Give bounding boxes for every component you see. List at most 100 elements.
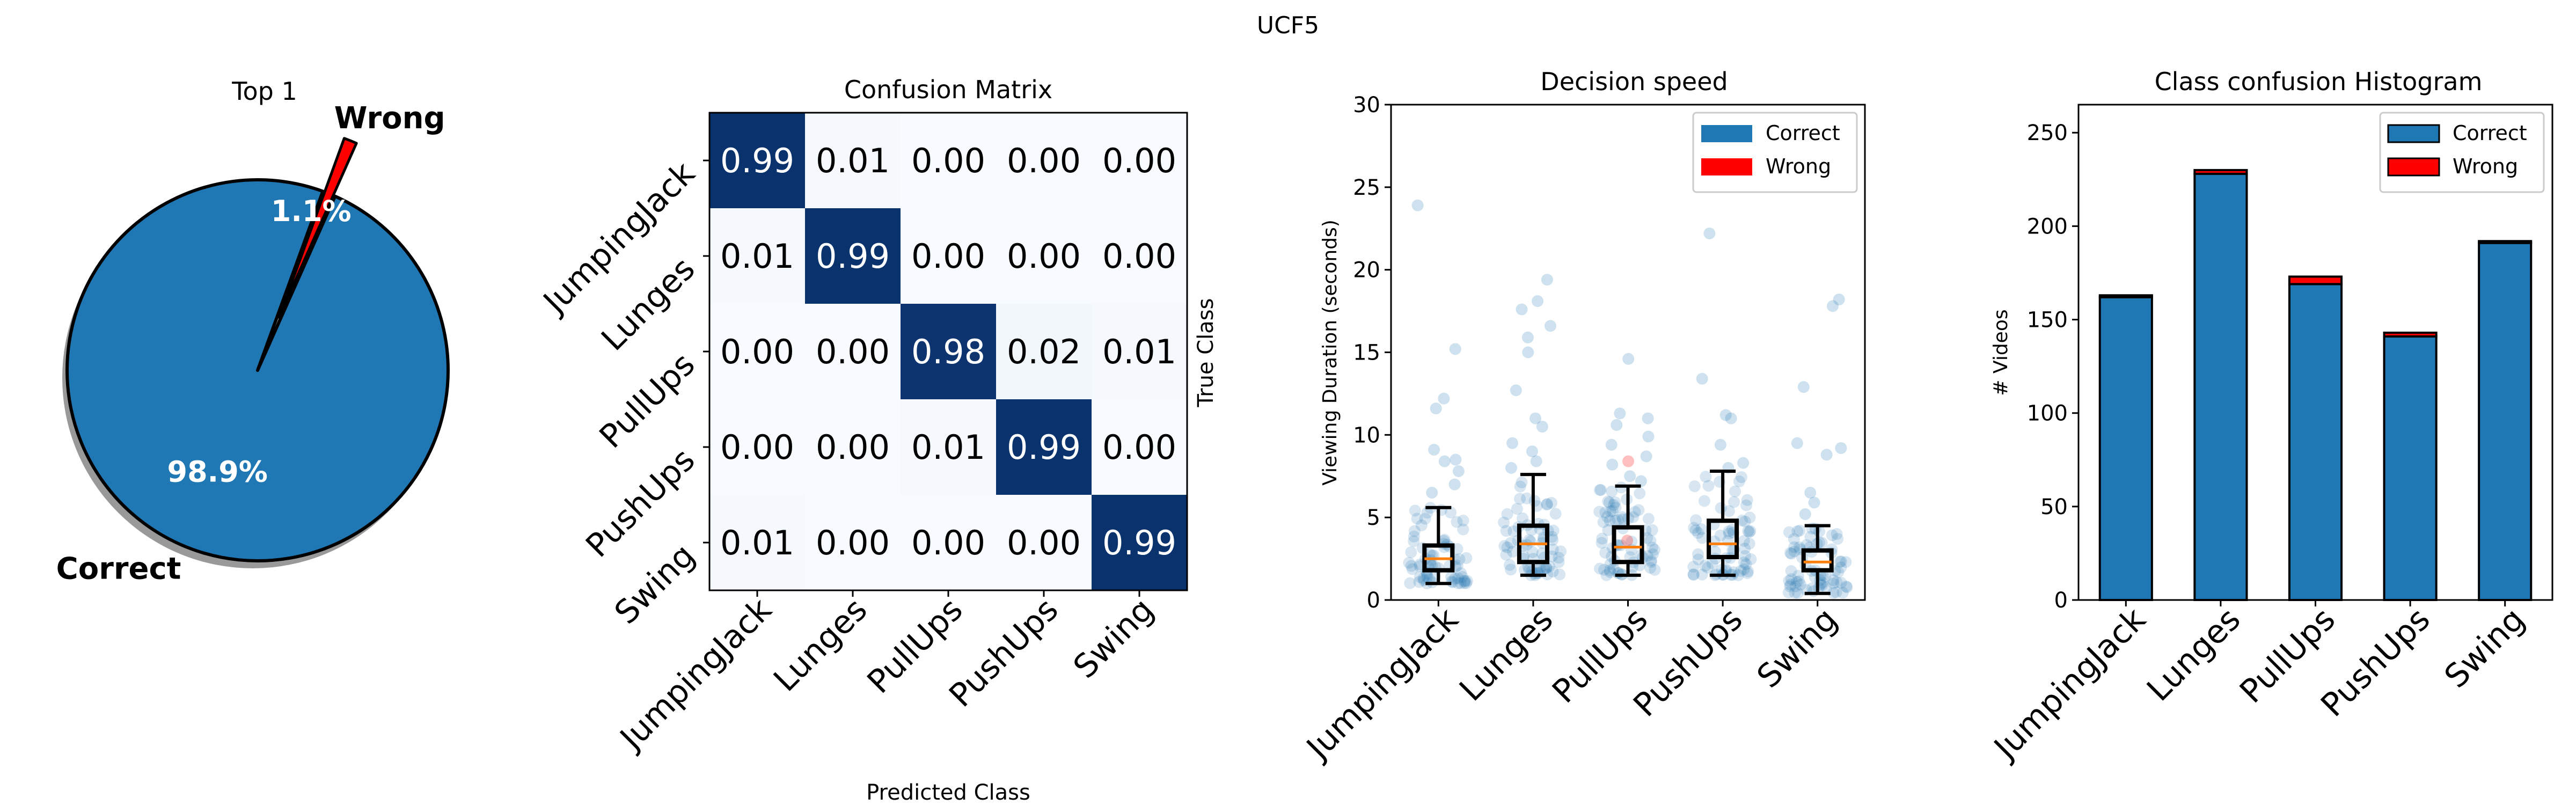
ds-point [1505, 537, 1517, 549]
cm-cell [805, 399, 901, 495]
hist-ytick-label: 150 [2027, 308, 2068, 333]
ds-point [1408, 530, 1420, 543]
ds-outlier-point [1544, 320, 1556, 332]
cm-cell-label: 0.00 [911, 141, 985, 180]
ds-point [1498, 540, 1511, 552]
hist-bar-wrong [2478, 240, 2533, 244]
ds-point [1785, 547, 1798, 560]
cm-cell [901, 399, 996, 495]
ds-point [1408, 535, 1420, 547]
ds-point [1540, 562, 1553, 574]
ds-point [1701, 561, 1714, 574]
ds-outlier-point [1506, 437, 1519, 449]
hist-ytick-label: 50 [2040, 495, 2068, 519]
cm-cell-label: 0.00 [720, 332, 794, 371]
ds-legend-correct-swatch [1701, 125, 1752, 142]
ds-outlier-point [1529, 412, 1542, 425]
ds-point [1404, 577, 1416, 589]
ds-point [1602, 495, 1614, 508]
ds-point [1457, 570, 1469, 583]
cm-cell [805, 208, 901, 304]
ds-point [1594, 484, 1607, 496]
ds-point [1538, 562, 1550, 575]
ds-outlier-point [1640, 450, 1652, 463]
ds-point [1741, 494, 1753, 506]
cm-cell-label: 0.00 [816, 428, 890, 467]
ds-point [1409, 504, 1421, 517]
ds-point [1728, 496, 1740, 508]
ds-outlier-point [1725, 412, 1737, 425]
ds-point [1709, 546, 1721, 558]
ds-outlier-point [1448, 478, 1461, 491]
ds-outlier-point [1614, 407, 1626, 420]
ds-point [1836, 587, 1849, 599]
ds-point [1516, 476, 1528, 488]
ds-point [1459, 575, 1471, 587]
cm-cell [1092, 208, 1187, 304]
ds-point [1641, 532, 1653, 544]
ds-point [1735, 565, 1747, 577]
ds-point [1514, 493, 1526, 505]
ds-point [1458, 575, 1470, 587]
ds-point [1609, 515, 1621, 527]
ds-point [1454, 577, 1467, 589]
ds-point [1597, 516, 1609, 528]
cm-cell [805, 495, 901, 590]
ds-point [1646, 524, 1658, 536]
cm-cell [1092, 495, 1187, 590]
ds-point [1687, 569, 1700, 581]
ds-outlier-point [1411, 199, 1424, 211]
cm-cell-label: 0.00 [720, 428, 794, 467]
hist-legend-wrong-swatch [2387, 157, 2440, 177]
hist-bar-wrong [2193, 169, 2248, 175]
ds-point [1783, 575, 1795, 587]
ds-point [1602, 524, 1614, 536]
ds-point [1729, 485, 1741, 497]
ds-point [1743, 526, 1755, 538]
cm-cell-label: 0.00 [1102, 141, 1176, 180]
cm-cell [996, 208, 1092, 304]
hist-legend-correct-label: Correct [2453, 121, 2527, 145]
ds-point [1612, 514, 1624, 526]
ds-point [1738, 556, 1750, 568]
ds-outlier-point [1430, 402, 1442, 415]
cm-ylabel: True Class [1194, 298, 1218, 408]
ds-wrong-point [1621, 535, 1634, 547]
ds-outlier-point [1797, 381, 1810, 393]
ds-point [1840, 580, 1853, 592]
ds-point [1593, 506, 1606, 518]
hist-legend-wrong-label: Wrong [2453, 155, 2518, 178]
cm-cell [901, 495, 996, 590]
ds-point [1831, 528, 1843, 540]
cm-cell-label: 0.99 [816, 237, 890, 276]
pie-pct-wrong: 1.1% [271, 194, 352, 228]
cm-cell-label: 0.00 [816, 523, 890, 562]
hist-ytick-label: 200 [2027, 214, 2068, 239]
ds-point [1413, 576, 1425, 588]
cm-cell [709, 304, 805, 399]
ds-point [1743, 537, 1755, 550]
ds-point [1600, 569, 1613, 581]
ds-outlier-point [1827, 300, 1839, 312]
hist-ytick-label: 0 [2054, 588, 2068, 613]
ds-point [1816, 576, 1828, 589]
cm-cell-label: 0.99 [1102, 523, 1176, 562]
ds-point [1549, 508, 1562, 520]
ds-point [1827, 574, 1840, 587]
ds-point [1553, 556, 1565, 568]
ds-outlier-point [1530, 455, 1542, 467]
ds-outlier-point [1438, 455, 1451, 467]
hist-bar-correct [2193, 172, 2248, 601]
ds-point [1598, 564, 1610, 576]
ds-point [1547, 533, 1559, 546]
ds-box [1707, 518, 1739, 560]
ds-point [1696, 568, 1708, 581]
cm-cell [901, 304, 996, 399]
ds-point [1801, 539, 1813, 551]
ds-point [1421, 570, 1433, 583]
ds-outlier-point [1833, 294, 1845, 306]
cm-xtick-label: Lunges [766, 591, 874, 699]
ds-outlier-point [1526, 445, 1538, 458]
ds-point [1541, 568, 1554, 581]
ds-outlier-point [1808, 496, 1820, 509]
